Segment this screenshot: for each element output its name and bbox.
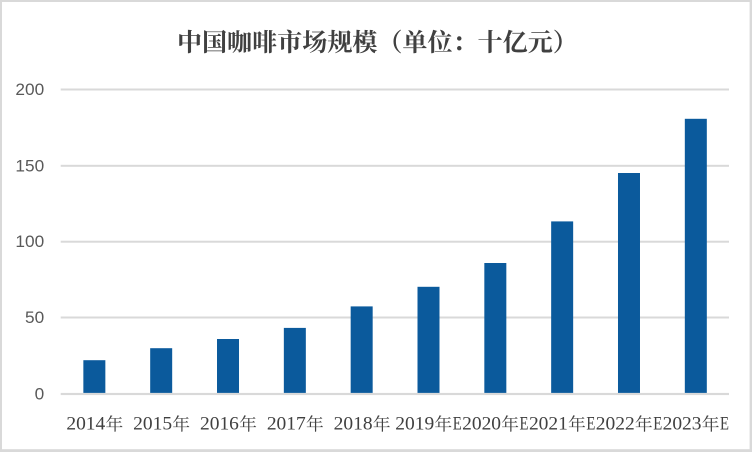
svg-text:E: E <box>653 414 662 435</box>
svg-text:2022: 2022 <box>596 414 635 435</box>
svg-text:E: E <box>586 414 595 435</box>
svg-text:2021: 2021 <box>529 414 568 435</box>
svg-text:0: 0 <box>35 386 45 404</box>
svg-text:150: 150 <box>15 157 44 175</box>
svg-text:2017: 2017 <box>267 414 306 435</box>
svg-text:2023: 2023 <box>663 414 702 435</box>
svg-text:2020: 2020 <box>462 414 501 435</box>
svg-text:200: 200 <box>15 81 44 99</box>
svg-text:2015: 2015 <box>133 414 172 435</box>
svg-text:E: E <box>453 414 462 435</box>
svg-text:E: E <box>720 414 729 435</box>
svg-text:E: E <box>520 414 529 435</box>
svg-text:100: 100 <box>15 233 44 251</box>
svg-text:2016: 2016 <box>200 414 239 435</box>
svg-text:2014: 2014 <box>66 414 105 435</box>
svg-text:2018: 2018 <box>334 414 373 435</box>
svg-text:50: 50 <box>25 309 44 327</box>
svg-text:2019: 2019 <box>395 414 434 435</box>
